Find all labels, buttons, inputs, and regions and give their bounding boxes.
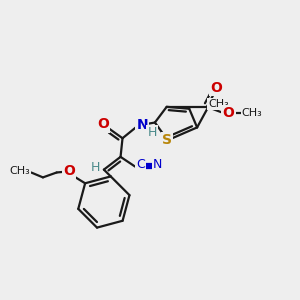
Text: C: C <box>136 158 145 171</box>
Text: S: S <box>162 133 172 147</box>
Text: O: O <box>210 81 222 95</box>
Text: H: H <box>90 161 100 174</box>
Text: CH₃: CH₃ <box>9 166 30 176</box>
Text: N: N <box>153 158 163 171</box>
Text: H: H <box>147 126 157 139</box>
Text: O: O <box>97 118 109 131</box>
Text: CH₃: CH₃ <box>208 99 229 109</box>
Text: CH₃: CH₃ <box>242 108 262 118</box>
Text: N: N <box>136 118 148 133</box>
Text: O: O <box>223 106 235 120</box>
Text: O: O <box>64 164 75 178</box>
